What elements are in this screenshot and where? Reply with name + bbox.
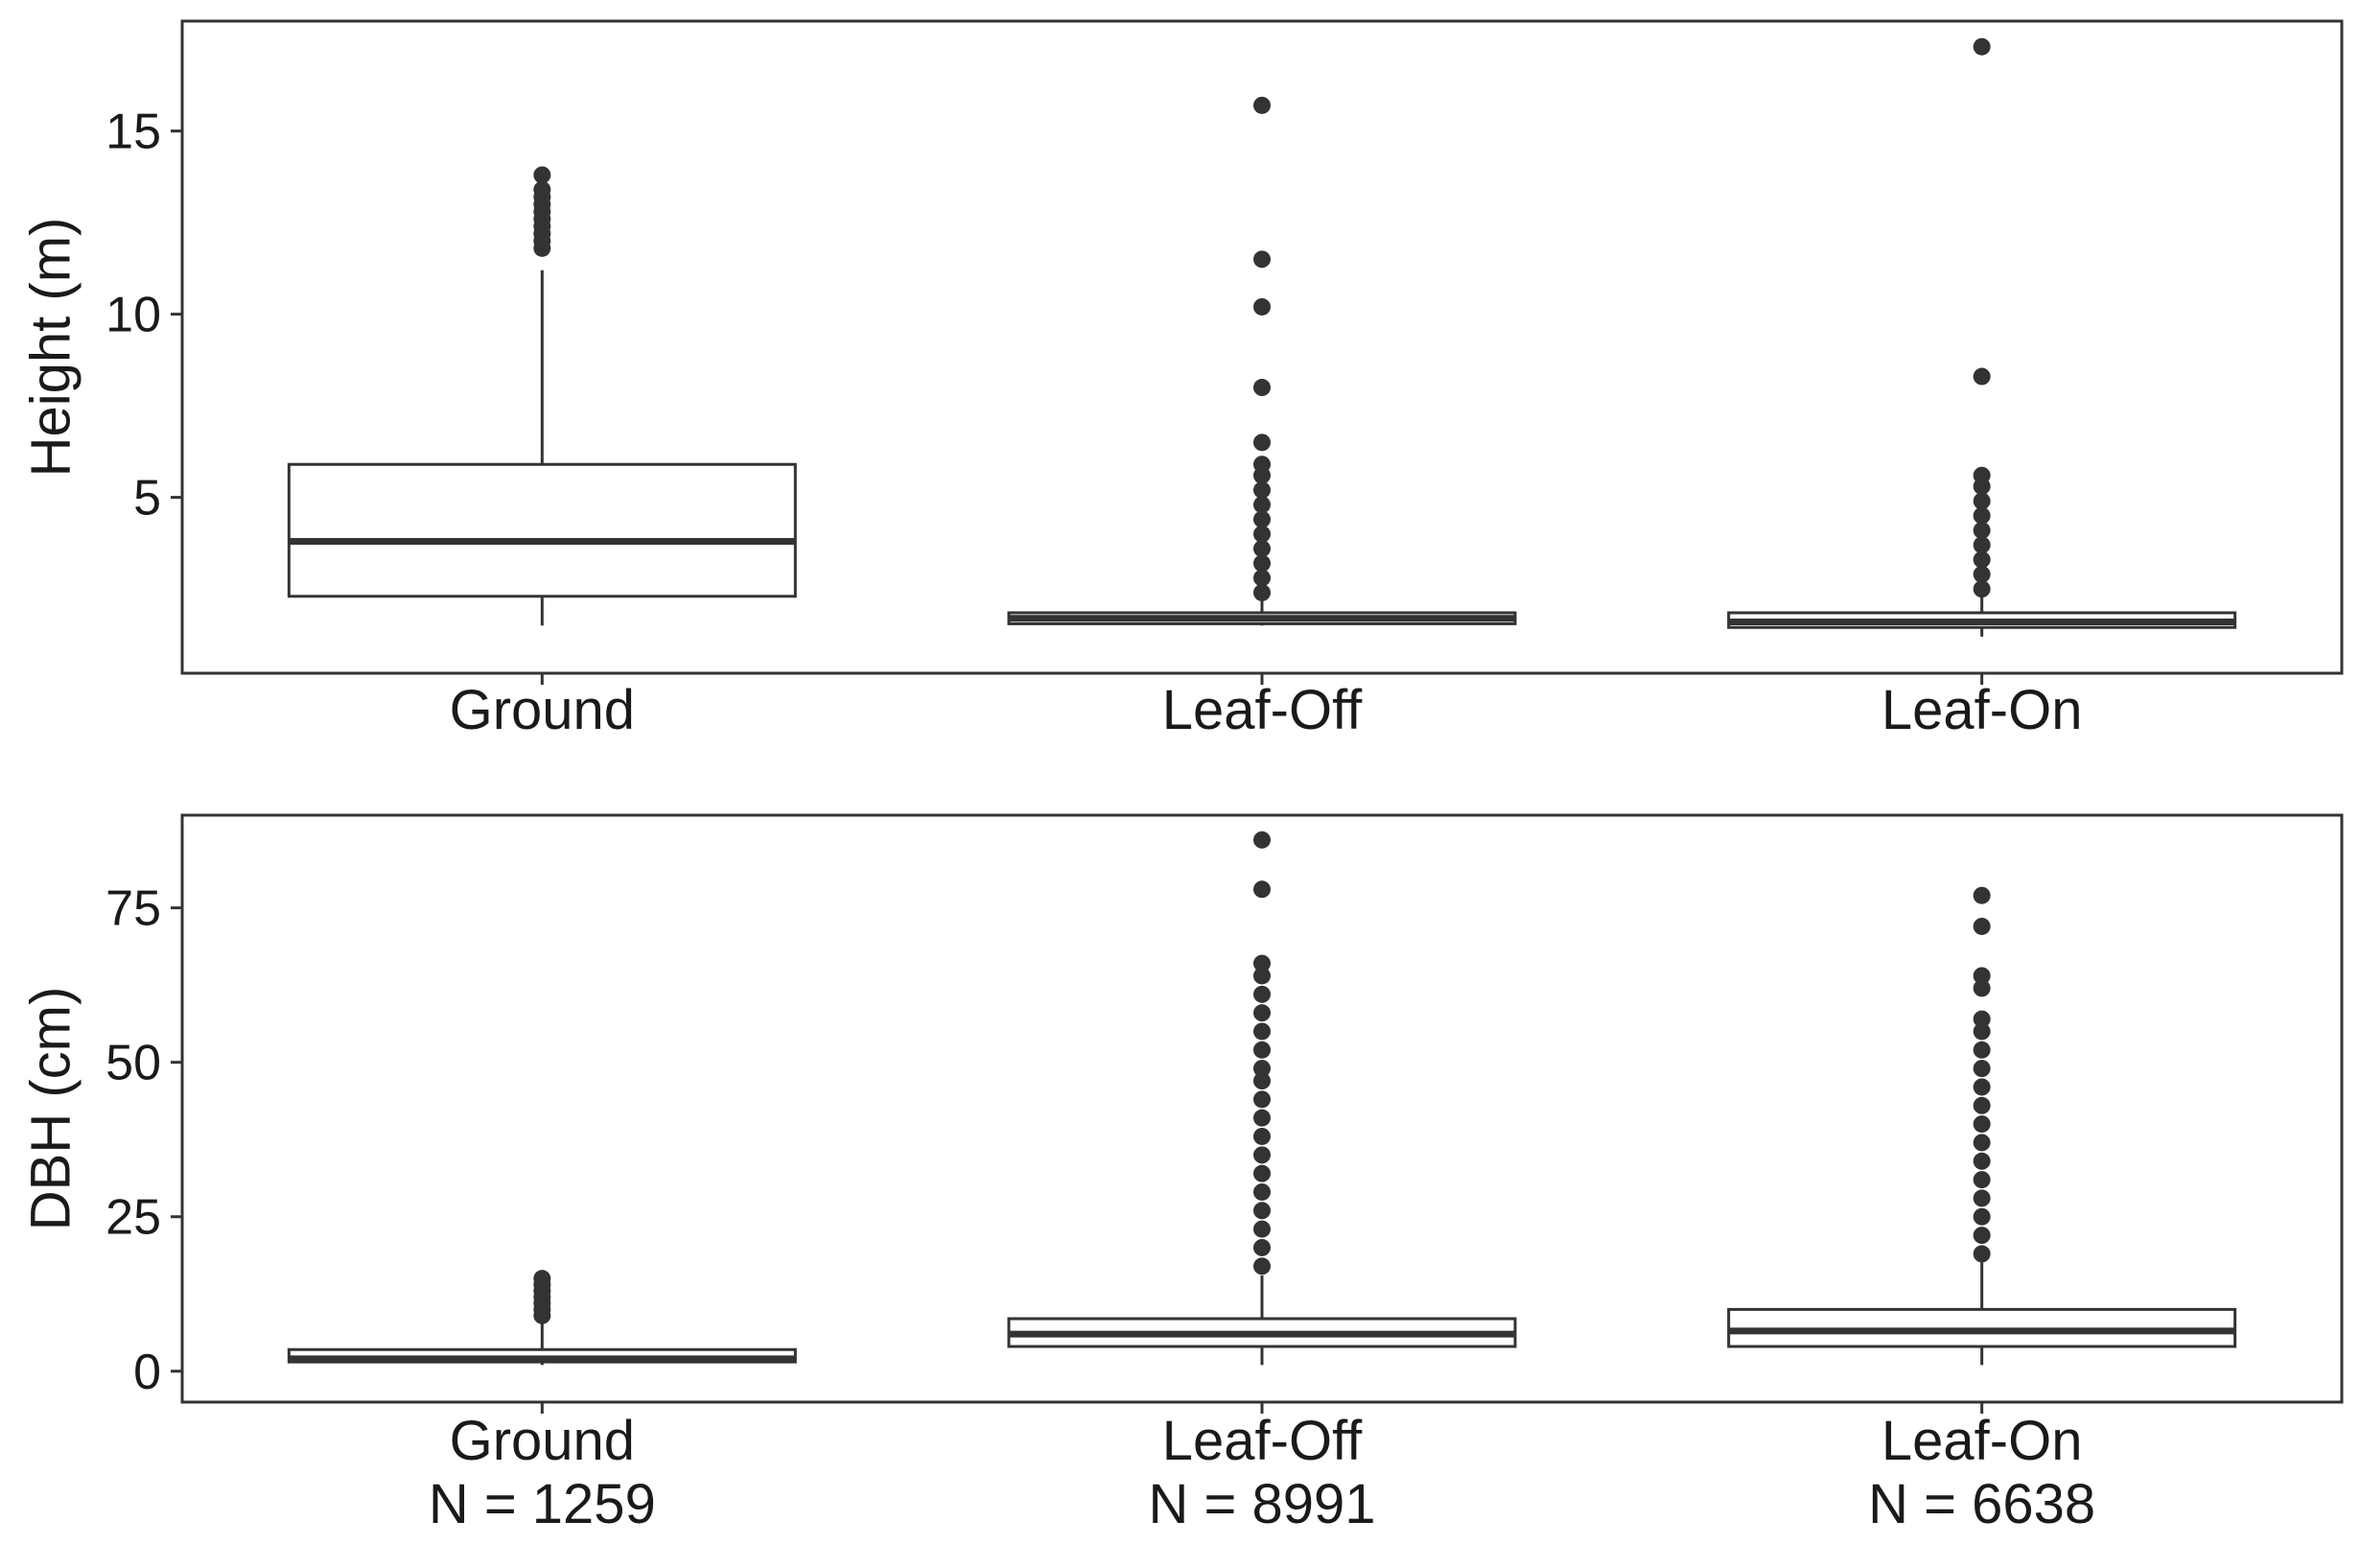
y-tick-label: 15 xyxy=(105,105,161,160)
box-leaf-on xyxy=(1727,886,2237,1366)
box-ground xyxy=(287,166,797,626)
outlier-point xyxy=(1253,250,1271,269)
height-panel: 5 10 15 Height (m) Ground Leaf-Off Leaf-On xyxy=(19,19,2344,741)
box-leaf-off xyxy=(1007,831,1517,1366)
outlier-point xyxy=(1973,1207,1991,1226)
outlier-point xyxy=(1253,1146,1271,1164)
outlier-point xyxy=(1253,1202,1271,1220)
outlier-point xyxy=(1973,1152,1991,1170)
outlier-point xyxy=(1973,1189,1991,1207)
y-tick-label: 5 xyxy=(133,471,161,527)
outlier-point xyxy=(1973,550,1991,569)
outlier-point xyxy=(1973,506,1991,525)
outlier-point xyxy=(1253,880,1271,899)
outlier-point xyxy=(1253,379,1271,397)
outlier-point xyxy=(1253,985,1271,1003)
outlier-point xyxy=(1253,510,1271,528)
outlier-point xyxy=(1973,1245,1991,1263)
outlier-point xyxy=(1253,583,1271,601)
outlier-point xyxy=(1253,554,1271,573)
outlier-point xyxy=(1973,1041,1991,1059)
outlier-point xyxy=(533,166,551,184)
x-tick-label: Ground xyxy=(450,679,635,741)
outlier-point xyxy=(1973,1115,1991,1134)
outlier-point xyxy=(1973,536,1991,554)
outlier-point xyxy=(1253,569,1271,587)
outlier-point xyxy=(1973,1171,1991,1189)
outlier-point xyxy=(1973,886,1991,904)
outlier-point xyxy=(1253,1257,1271,1275)
outlier-point xyxy=(1253,433,1271,452)
outlier-point xyxy=(1973,967,1991,985)
outlier-point xyxy=(1973,1022,1991,1041)
sample-count-label: N = 1259 xyxy=(429,1473,656,1535)
outlier-point xyxy=(1253,954,1271,972)
outlier-point xyxy=(1973,580,1991,598)
outlier-point xyxy=(1973,522,1991,540)
outlier-point xyxy=(1253,1164,1271,1182)
y-axis-title: Height (m) xyxy=(19,218,82,478)
outlier-point xyxy=(1253,1041,1271,1059)
outlier-point xyxy=(1973,1078,1991,1096)
outlier-point xyxy=(1973,1010,1991,1028)
outlier-point xyxy=(1253,496,1271,514)
outlier-point xyxy=(1973,979,1991,997)
outlier-point xyxy=(1253,480,1271,499)
outlier-point xyxy=(1253,540,1271,558)
sample-count-label: N = 8991 xyxy=(1148,1473,1375,1535)
outlier-point xyxy=(1253,1090,1271,1109)
outlier-point xyxy=(1253,967,1271,985)
y-tick-label: 50 xyxy=(105,1036,161,1091)
outlier-point xyxy=(1973,37,1991,56)
outlier-point xyxy=(1253,1004,1271,1022)
outlier-point xyxy=(1253,1238,1271,1256)
y-tick-label: 0 xyxy=(133,1345,161,1400)
outlier-point xyxy=(1973,466,1991,484)
y-tick-label: 10 xyxy=(105,288,161,343)
outlier-point xyxy=(1253,1072,1271,1090)
box-ground xyxy=(287,1270,797,1366)
box-iqr xyxy=(287,462,797,598)
outlier-point xyxy=(1253,96,1271,114)
outlier-point xyxy=(1973,565,1991,583)
outlier-point xyxy=(1973,367,1991,386)
outlier-point xyxy=(1253,525,1271,543)
outlier-point xyxy=(1973,1096,1991,1114)
outlier-point xyxy=(1253,1182,1271,1201)
box-leaf-off xyxy=(1007,96,1517,626)
y-tick-label: 75 xyxy=(105,881,161,937)
y-tick-label: 25 xyxy=(105,1190,161,1246)
outlier-point xyxy=(1973,1134,1991,1152)
outlier-point xyxy=(533,180,551,199)
outlier-point xyxy=(1973,1060,1991,1078)
x-tick-label: Leaf-Off xyxy=(1162,1410,1363,1472)
x-tick-label: Leaf-On xyxy=(1881,1410,2083,1472)
outlier-point xyxy=(1253,456,1271,474)
sample-count-label: N = 6638 xyxy=(1868,1473,2095,1535)
box-leaf-on xyxy=(1727,37,2237,637)
outlier-point xyxy=(1253,1220,1271,1238)
x-tick-label: Leaf-Off xyxy=(1162,679,1363,741)
outlier-point xyxy=(1253,831,1271,849)
outlier-point xyxy=(1253,297,1271,316)
x-tick-label: Leaf-On xyxy=(1881,679,2083,741)
outlier-point xyxy=(1973,917,1991,935)
x-tick-label: Ground xyxy=(450,1410,635,1472)
outlier-point xyxy=(533,1270,551,1288)
outlier-point xyxy=(1973,492,1991,510)
outlier-point xyxy=(1253,1127,1271,1145)
outlier-point xyxy=(1973,1227,1991,1245)
outlier-point xyxy=(1253,1109,1271,1127)
outlier-point xyxy=(1253,1022,1271,1041)
outlier-point xyxy=(1253,1060,1271,1078)
y-axis-title: DBH (cm) xyxy=(19,987,82,1231)
